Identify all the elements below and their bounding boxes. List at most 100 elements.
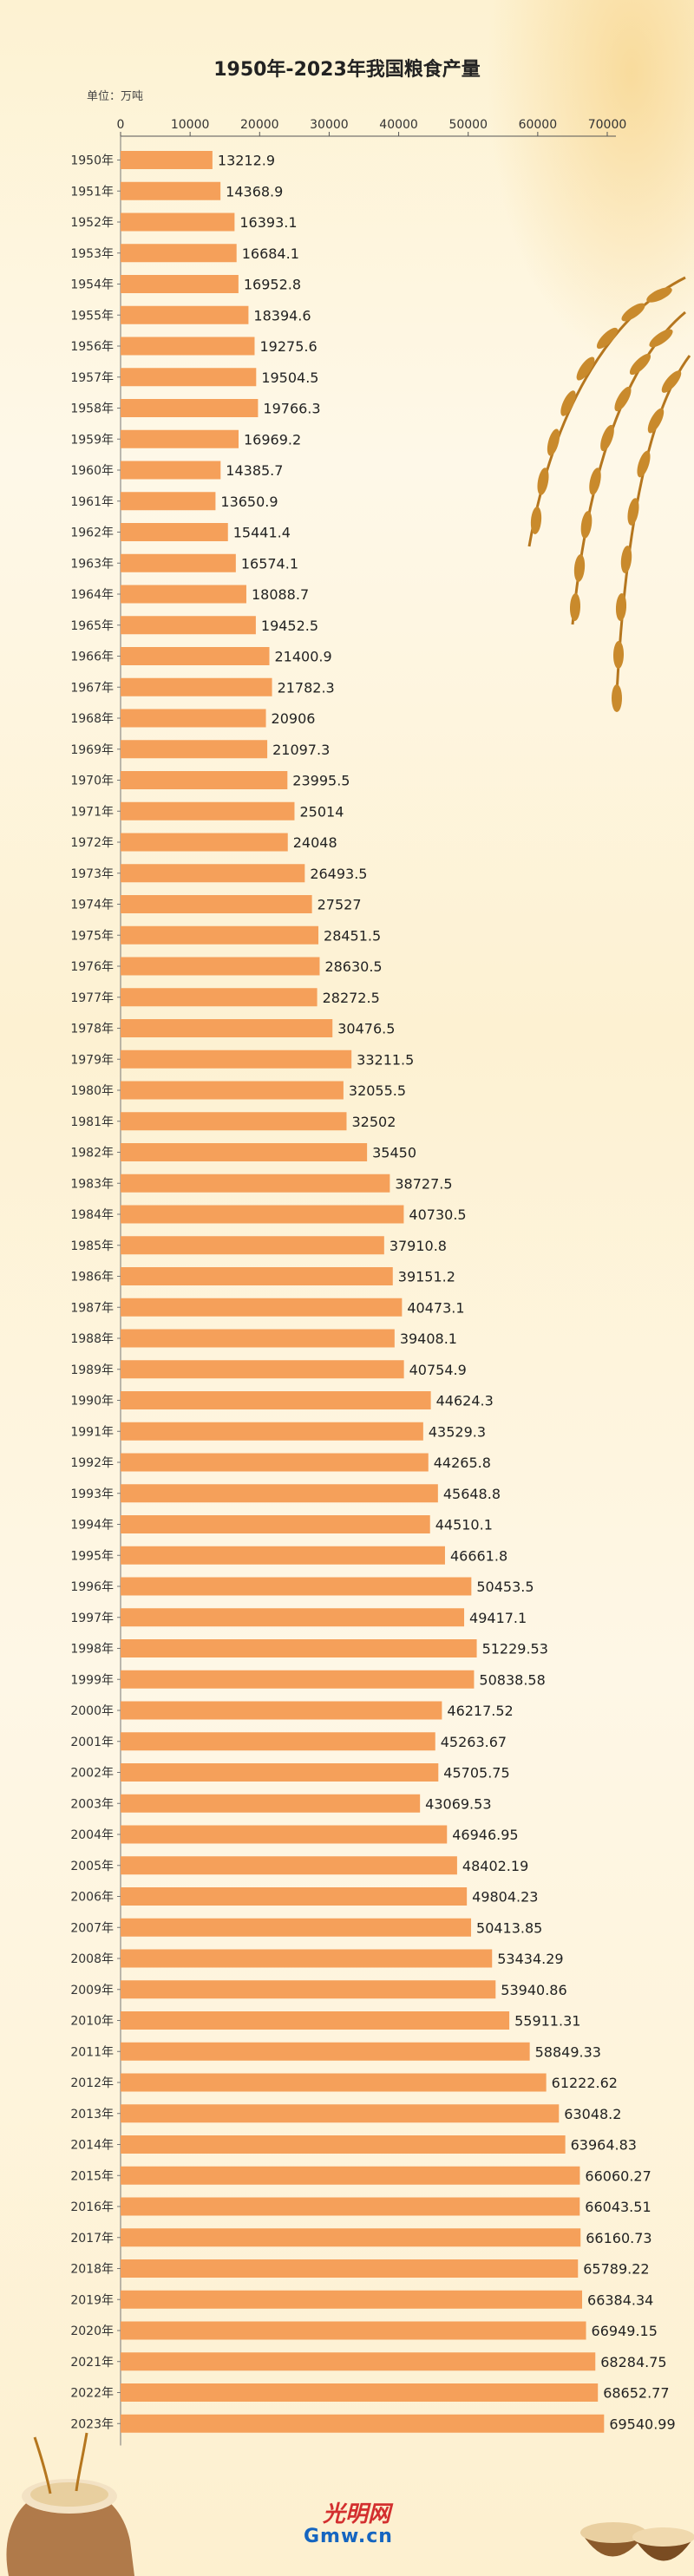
background-glow [486,0,694,364]
bar [121,1391,431,1409]
bar [121,1422,423,1441]
data-label: 43529.3 [429,1423,486,1440]
y-tick-label: 1965年 [70,619,114,633]
data-label: 16393.1 [239,214,297,231]
bar [121,1546,445,1565]
data-label: 66043.51 [585,2199,651,2215]
bar [121,1825,448,1844]
bar [121,1608,465,1627]
bar [121,1639,477,1657]
y-tick-label: 2013年 [70,2108,114,2122]
grain-sack-decoration [6,2432,134,2576]
data-label: 44624.3 [436,1393,494,1409]
y-tick-label: 1995年 [70,1549,114,1563]
data-label: 63964.83 [571,2137,637,2154]
logo-chinese: 光明网 [323,2501,391,2527]
y-tick-label: 1966年 [70,651,114,664]
y-tick-label: 2009年 [70,1984,114,1997]
y-tick-label: 2004年 [70,1828,114,1842]
y-tick-label: 1983年 [70,1177,114,1191]
data-label: 46946.95 [452,1827,518,1843]
bar [121,1143,368,1161]
bar [121,1205,404,1224]
bar [121,1949,493,1968]
y-tick-label: 2005年 [70,1860,114,1873]
y-tick-label: 1986年 [70,1271,114,1285]
data-label: 39408.1 [400,1330,457,1347]
y-tick-label: 2022年 [70,2387,114,2401]
y-tick-label: 1993年 [70,1487,114,1501]
data-label: 40730.5 [409,1206,466,1223]
data-label: 24048 [293,834,337,851]
bar [121,2104,560,2123]
y-tick-label: 1982年 [70,1147,114,1161]
data-label: 28272.5 [323,990,380,1006]
data-label: 66060.27 [585,2167,651,2184]
y-tick-label: 1969年 [70,743,114,757]
y-tick-label: 1959年 [70,433,114,447]
bar [121,305,249,324]
data-label: 46217.52 [447,1703,513,1719]
data-label: 13650.9 [220,494,278,510]
data-label: 45263.67 [441,1734,507,1750]
data-label: 69540.99 [609,2416,675,2432]
y-tick-label: 2018年 [70,2263,114,2277]
bar [121,801,295,821]
rice-stalk-decoration [527,276,691,712]
y-tick-label: 2008年 [70,1952,114,1966]
bar [121,429,239,448]
bar [121,616,256,635]
data-label: 49804.23 [472,1889,538,1906]
y-tick-label: 2001年 [70,1736,114,1749]
y-tick-label: 1977年 [70,991,114,1005]
bar [121,1918,472,1937]
data-label: 66160.73 [586,2230,651,2246]
bar [121,2042,530,2061]
data-label: 63048.2 [564,2106,621,2122]
data-label: 61222.62 [552,2075,618,2091]
bar [121,2135,566,2154]
y-tick-label: 2016年 [70,2200,114,2214]
bar [121,368,257,387]
data-label: 32055.5 [349,1082,406,1099]
y-tick-label: 1953年 [70,247,114,261]
bar [121,2352,596,2371]
data-label: 16952.8 [244,277,301,293]
data-label: 39151.2 [398,1269,455,1285]
data-label: 15441.4 [233,525,291,541]
bar [121,1236,384,1255]
x-tick-label: 20000 [240,118,279,132]
bar [121,895,312,913]
y-tick-label: 1967年 [70,681,114,695]
bar [121,337,255,356]
bar [121,275,239,293]
data-label: 50413.85 [476,1919,542,1936]
data-label: 46661.8 [450,1547,507,1564]
bar [121,2228,581,2247]
data-label: 38727.5 [395,1175,452,1192]
data-label: 21097.3 [272,742,330,758]
data-label: 26493.5 [310,866,367,882]
bar [121,771,288,789]
y-tick-label: 1962年 [70,526,114,540]
bar [121,740,268,759]
bar [121,399,259,417]
bar [121,1670,475,1689]
bar [121,2011,510,2030]
bar [121,1856,457,1875]
y-tick-label: 1999年 [70,1673,114,1687]
x-tick-label: 30000 [310,118,349,132]
data-label: 45648.8 [443,1486,501,1502]
data-label: 21400.9 [275,649,332,665]
bar [121,1174,390,1193]
data-label: 51229.53 [482,1641,548,1657]
y-tick-label: 1992年 [70,1456,114,1470]
data-label: 50838.58 [479,1671,545,1688]
y-tick-label: 2014年 [70,2139,114,2153]
data-label: 30476.5 [337,1021,395,1037]
bar [121,461,221,480]
y-tick-label: 2015年 [70,2169,114,2183]
data-label: 66949.15 [592,2323,658,2339]
y-tick-label: 1980年 [70,1084,114,1098]
